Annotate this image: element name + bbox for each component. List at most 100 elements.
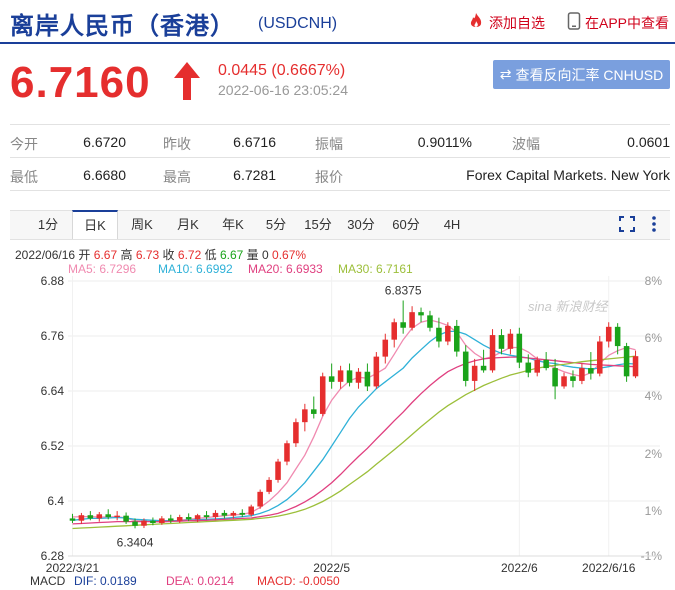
ohlc-vol-label: 量 — [246, 248, 259, 262]
candle-body — [168, 518, 174, 521]
tab-15min[interactable]: 15分 — [304, 217, 332, 232]
more-menu-icon[interactable] — [650, 215, 658, 238]
fullscreen-icon[interactable] — [618, 215, 636, 238]
candle-body — [311, 409, 317, 414]
open-label: 今开 — [10, 136, 38, 152]
view-in-app-button[interactable]: 在APP中查看 — [567, 12, 669, 33]
ma5-line — [72, 319, 636, 523]
arrow-up-icon — [172, 60, 202, 107]
candle-body — [579, 368, 585, 381]
prev-close-label: 昨收 — [163, 136, 191, 152]
candle-body — [212, 512, 219, 518]
current-price: 6.7160 — [10, 58, 151, 107]
candle-body — [105, 514, 111, 518]
candle-body — [257, 491, 263, 507]
ohlc-low: 6.67 — [219, 248, 244, 262]
macd-dea: DEA: 0.0214 — [166, 574, 235, 588]
candle-body — [623, 346, 630, 377]
y-tick-label: 6.88 — [41, 276, 65, 288]
reverse-rate-label: 查看反向汇率 CNHUSD — [515, 66, 664, 83]
candle-body — [570, 376, 576, 381]
candle-body — [194, 515, 201, 520]
candle-body — [454, 325, 460, 352]
candle-body — [319, 376, 326, 414]
ohlc-high-label: 高 — [120, 248, 133, 262]
ohlc-high: 6.73 — [135, 248, 160, 262]
tab-4h[interactable]: 4H — [443, 217, 461, 232]
tab-1min[interactable]: 1分 — [37, 217, 59, 232]
tab-yearly[interactable]: 年K — [222, 217, 244, 232]
candle-body — [400, 322, 406, 328]
tab-weekly[interactable]: 周K — [131, 217, 153, 232]
tab-60min[interactable]: 60分 — [392, 217, 420, 232]
candle-body — [436, 327, 442, 342]
ohlc-close-label: 收 — [162, 248, 175, 262]
add-watchlist-label: 添加自选 — [489, 14, 545, 31]
macd-value: MACD: -0.0050 — [257, 574, 340, 588]
view-in-app-label: 在APP中查看 — [585, 14, 670, 31]
candle-body — [275, 461, 281, 480]
extreme-label: 6.3404 — [117, 535, 154, 549]
candle-body — [141, 520, 147, 526]
candle-body — [561, 376, 567, 387]
macd-title: MACD — [30, 574, 66, 588]
candle-body — [293, 422, 299, 444]
swap-icon: ⇄ — [499, 66, 512, 82]
tab-daily[interactable]: 日K — [72, 210, 118, 239]
ohlc-vol: 0 — [262, 248, 269, 262]
amplitude-label: 振幅 — [315, 136, 343, 152]
add-watchlist-button[interactable]: 添加自选 — [467, 12, 545, 33]
candle-body — [471, 365, 478, 381]
candle-body — [614, 326, 621, 347]
tab-monthly[interactable]: 月K — [177, 217, 199, 232]
ohlc-pct: 0.67% — [272, 248, 307, 262]
ohlc-info: 2022/06/16 开 6.67 高 6.73 收 6.72 低 6.67 量… — [15, 246, 306, 263]
candle-body — [69, 518, 76, 521]
candle-body — [605, 326, 612, 342]
ohlc-open-label: 开 — [78, 248, 91, 262]
candle-body — [123, 515, 129, 522]
candle-body — [185, 517, 192, 520]
ma10-line — [72, 330, 636, 522]
ma30-line — [72, 355, 636, 530]
candle-body — [150, 520, 156, 523]
candle-body — [445, 325, 451, 342]
candle-body — [427, 315, 433, 328]
pct-tick-label: 8% — [645, 276, 663, 288]
price-change: 0.0445 (0.6667%) — [218, 62, 346, 79]
ohlc-date: 2022/06/16 — [15, 248, 76, 262]
prev-close-value: 6.6716 — [233, 134, 276, 150]
candle-body — [159, 518, 165, 523]
candle-body — [230, 512, 237, 516]
period-tabs: 1分 日K 周K 月K 年K 5分 15分 30分 60分 4H — [10, 210, 670, 240]
candle-body — [239, 512, 246, 515]
tab-30min[interactable]: 30分 — [347, 217, 375, 232]
candle-body — [632, 356, 639, 377]
candle-body — [328, 376, 335, 382]
candle-body — [534, 359, 540, 373]
candle-body — [498, 335, 505, 349]
ma20-line — [72, 356, 636, 525]
tab-5min[interactable]: 5分 — [265, 217, 287, 232]
candle-body — [78, 515, 85, 521]
candle-body — [418, 312, 424, 316]
stats-divider-bottom — [10, 190, 670, 191]
candle-body — [266, 479, 272, 492]
stats-divider-mid — [10, 157, 670, 158]
kline-chart[interactable]: 6.286.46.526.646.766.88-1%1%2%4%6%8%6.83… — [0, 276, 675, 574]
candle-body — [248, 506, 254, 515]
x-tick-label: 2022/5 — [313, 561, 350, 574]
candle-body — [96, 514, 103, 519]
candle-body — [302, 409, 308, 423]
candle-body — [355, 371, 362, 383]
candle-body — [221, 512, 228, 516]
pct-tick-label: 4% — [645, 389, 663, 403]
fire-icon — [467, 12, 485, 33]
y-tick-label: 6.52 — [41, 439, 65, 453]
quote-time: 2022-06-16 23:05:24 — [218, 82, 348, 98]
phone-icon — [567, 12, 581, 33]
pct-tick-label: 6% — [645, 331, 663, 345]
candle-body — [346, 370, 353, 383]
reverse-rate-button[interactable]: ⇄ 查看反向汇率 CNHUSD — [493, 60, 670, 89]
candle-body — [409, 312, 415, 328]
